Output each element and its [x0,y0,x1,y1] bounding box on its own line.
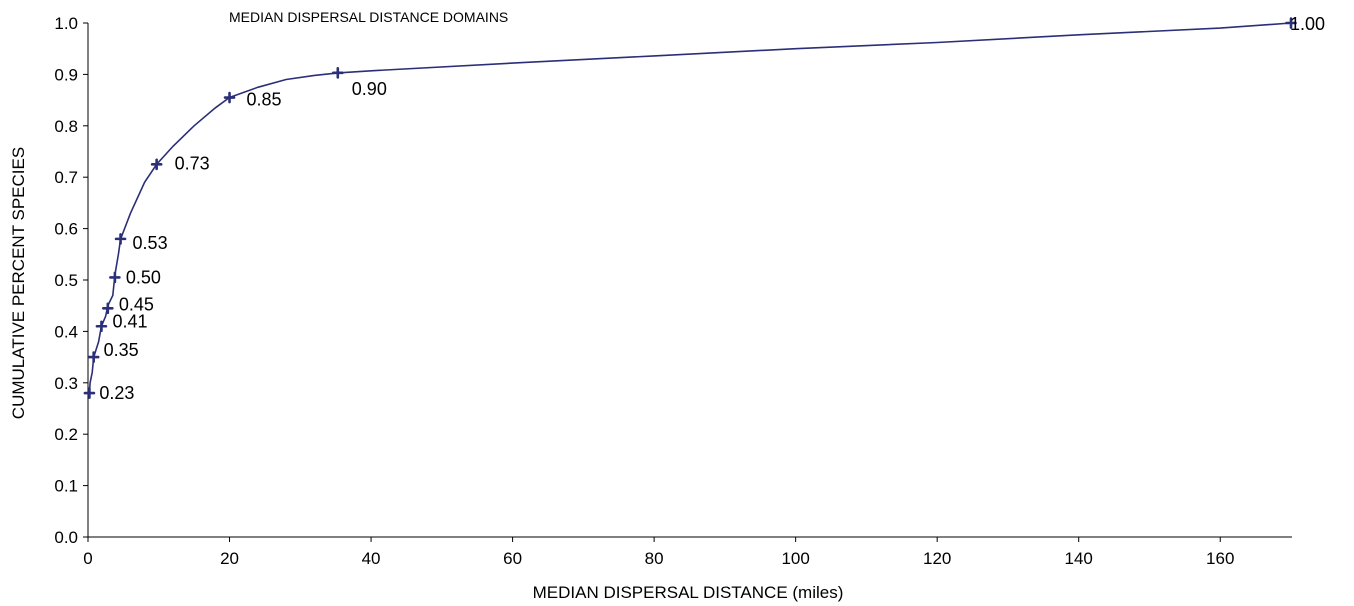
y-tick-label: 0.6 [54,220,78,239]
y-tick-label: 0.7 [54,168,78,187]
data-label: 0.85 [247,90,282,110]
data-marker [223,91,236,104]
x-tick-label: 120 [923,549,951,568]
y-tick-label: 0.4 [54,322,78,341]
y-tick-label: 0.5 [54,271,78,290]
series-line [88,22,1292,394]
x-ticks: 0 20 40 60 80 100 120 140 160 [83,537,1234,568]
x-tick-label: 20 [220,549,239,568]
data-marker [95,320,108,333]
data-marker [87,351,100,363]
data-label: 0.45 [119,294,154,314]
data-marker [109,271,121,284]
y-tick-label: 0.8 [54,117,78,136]
y-tick-label: 1.0 [54,14,78,33]
x-tick-label: 80 [645,549,664,568]
data-label: 0.73 [175,153,210,173]
y-axis-title: CUMULATIVE PERCENT SPECIES [9,147,28,419]
chart-title: MEDIAN DISPERSAL DISTANCE DOMAINS [229,9,508,25]
y-tick-label: 0.3 [54,374,78,393]
data-label: 0.53 [133,233,168,253]
data-marker [150,158,163,171]
y-ticks: 0.0 0.1 0.2 0.3 0.4 0.5 0.6 0.7 0.8 0.9 1.0 [54,14,88,547]
data-label: 0.90 [352,79,387,99]
x-tick-label: 0 [83,549,92,568]
y-tick-label: 0.2 [54,425,78,444]
data-marker [102,302,114,315]
x-tick-label: 60 [503,549,522,568]
x-tick-label: 40 [362,549,381,568]
data-label: 0.35 [104,340,139,360]
data-marker [331,67,344,79]
data-label: 0.23 [99,383,134,403]
data-label: 0.50 [126,267,161,287]
data-markers [83,17,1297,399]
data-labels: 0.23 0.35 0.410.45 0.50 0.53 0.73 0.85 0.90 1.00 [99,14,1325,403]
x-tick-label: 140 [1065,549,1093,568]
data-label: 1.00 [1290,14,1325,34]
data-marker [1285,17,1297,29]
data-marker [83,387,96,399]
y-tick-label: 0.9 [54,65,78,84]
y-tick-label: 0.0 [54,528,78,547]
data-marker [114,233,127,245]
data-label: 0.41 [112,311,147,331]
x-axis-title: MEDIAN DISPERSAL DISTANCE (miles) [533,583,844,602]
x-tick-label: 160 [1206,549,1234,568]
x-tick-label: 100 [781,549,809,568]
y-tick-label: 0.1 [54,477,78,496]
